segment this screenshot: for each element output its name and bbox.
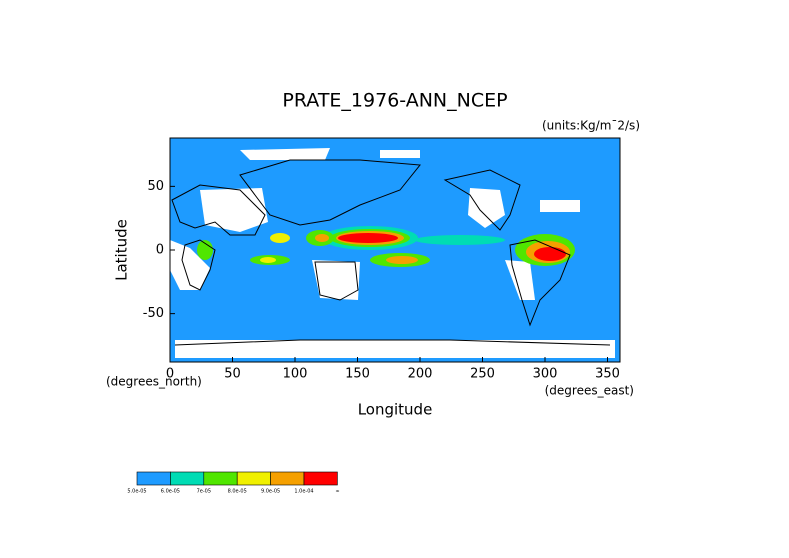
colorbar-box [136,471,171,486]
x-tick-label: 150 [345,367,370,382]
colorbar-label: ∞ [335,489,339,495]
colorbar-label: 6.0e-05 [161,489,180,495]
wet-areas [197,226,575,267]
x-tick-label: 300 [533,367,558,382]
colorbar-label: 8.0e-05 [228,489,247,495]
colorbar-label: 9.0e-05 [261,489,280,495]
colorbar-box [303,471,338,486]
x-tick-label: 200 [408,367,433,382]
units: (units:Kg/m¯2/s) [542,119,640,133]
y-tick-label: -50 [143,306,164,321]
y-axis-label: Latitude [113,219,131,281]
dry-areas [170,148,615,358]
colorbar-label: 7e-05 [197,489,211,495]
precip-field [170,148,615,358]
x-tick-label: 50 [224,367,241,382]
x-tick-label: 250 [470,367,495,382]
x-tick-label: 100 [283,367,308,382]
x-unit: (degrees_east) [545,384,634,398]
colorbar-box [170,471,205,486]
y-tick-label: 0 [156,243,164,258]
colorbar-box [203,471,238,486]
x-axis-label: Longitude [358,401,433,419]
colorbar-label: 5.0e-05 [127,489,146,495]
coastlines [171,159,611,346]
colorbar-label: 1.0e-04 [294,489,313,495]
x-tick-label: 0 [166,367,174,382]
colorbar-box [270,471,305,486]
y-tick-label: 50 [147,179,164,194]
chart-title: PRATE_1976-ANN_NCEP [282,90,507,112]
y-unit: (degrees_north) [106,375,202,389]
x-tick-label: 350 [595,367,620,382]
colorbar-box [236,471,271,486]
